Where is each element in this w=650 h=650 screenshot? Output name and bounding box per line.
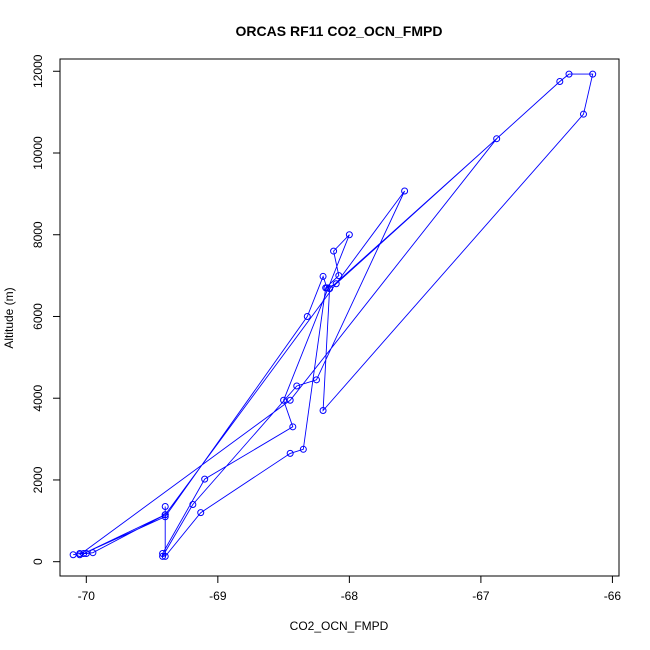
x-tick-label: -68: [341, 589, 359, 603]
series-layer: [69, 70, 597, 560]
data-point: [286, 396, 294, 404]
data-point: [319, 406, 327, 414]
data-point: [161, 513, 169, 521]
data-point: [335, 272, 343, 280]
data-point: [293, 382, 301, 390]
y-tick-label: 8000: [31, 221, 45, 248]
data-point: [159, 550, 167, 558]
data-point: [197, 509, 205, 517]
data-point: [89, 549, 97, 557]
x-axis-label: CO2_OCN_FMPD: [290, 619, 389, 633]
x-tick-label: -70: [78, 589, 96, 603]
data-point: [319, 272, 327, 280]
x-tick-label: -69: [209, 589, 227, 603]
y-tick-label: 6000: [31, 303, 45, 330]
x-tick-label: -67: [472, 589, 490, 603]
data-point: [76, 551, 84, 559]
data-point: [589, 70, 597, 78]
data-point: [326, 285, 334, 293]
y-tick-label: 0: [31, 558, 45, 565]
data-point: [565, 70, 573, 78]
data-point: [289, 423, 297, 431]
data-point: [280, 396, 288, 404]
data-point: [330, 247, 338, 255]
data-point: [201, 475, 209, 483]
data-point: [69, 551, 77, 559]
y-tick-label: 4000: [31, 385, 45, 412]
data-point: [312, 376, 320, 384]
data-point: [332, 280, 340, 288]
data-point: [401, 187, 409, 195]
data-point: [556, 77, 564, 85]
data-point: [345, 231, 353, 239]
data-point: [189, 500, 197, 508]
y-tick-label: 2000: [31, 466, 45, 493]
series-line: [73, 73, 594, 559]
x-axis: -70 -69 -68 -67 -66: [78, 576, 622, 603]
y-axis: 0 2000 4000 6000 8000 10000 12000: [31, 54, 60, 565]
data-point: [161, 503, 169, 511]
data-point: [286, 449, 294, 457]
data-point: [80, 550, 88, 558]
data-point: [303, 312, 311, 320]
data-point: [493, 135, 501, 143]
x-tick-label: -66: [604, 589, 622, 603]
data-point: [82, 550, 90, 558]
data-point: [161, 511, 169, 519]
chart-title: ORCAS RF11 CO2_OCN_FMPD: [236, 23, 443, 39]
y-tick-label: 10000: [31, 136, 45, 170]
y-tick-label: 12000: [31, 54, 45, 88]
y-axis-label: Altitude (m): [2, 287, 16, 348]
plot-frame: [59, 58, 620, 577]
data-point: [579, 110, 587, 118]
data-point: [299, 445, 307, 453]
data-point: [159, 552, 167, 560]
